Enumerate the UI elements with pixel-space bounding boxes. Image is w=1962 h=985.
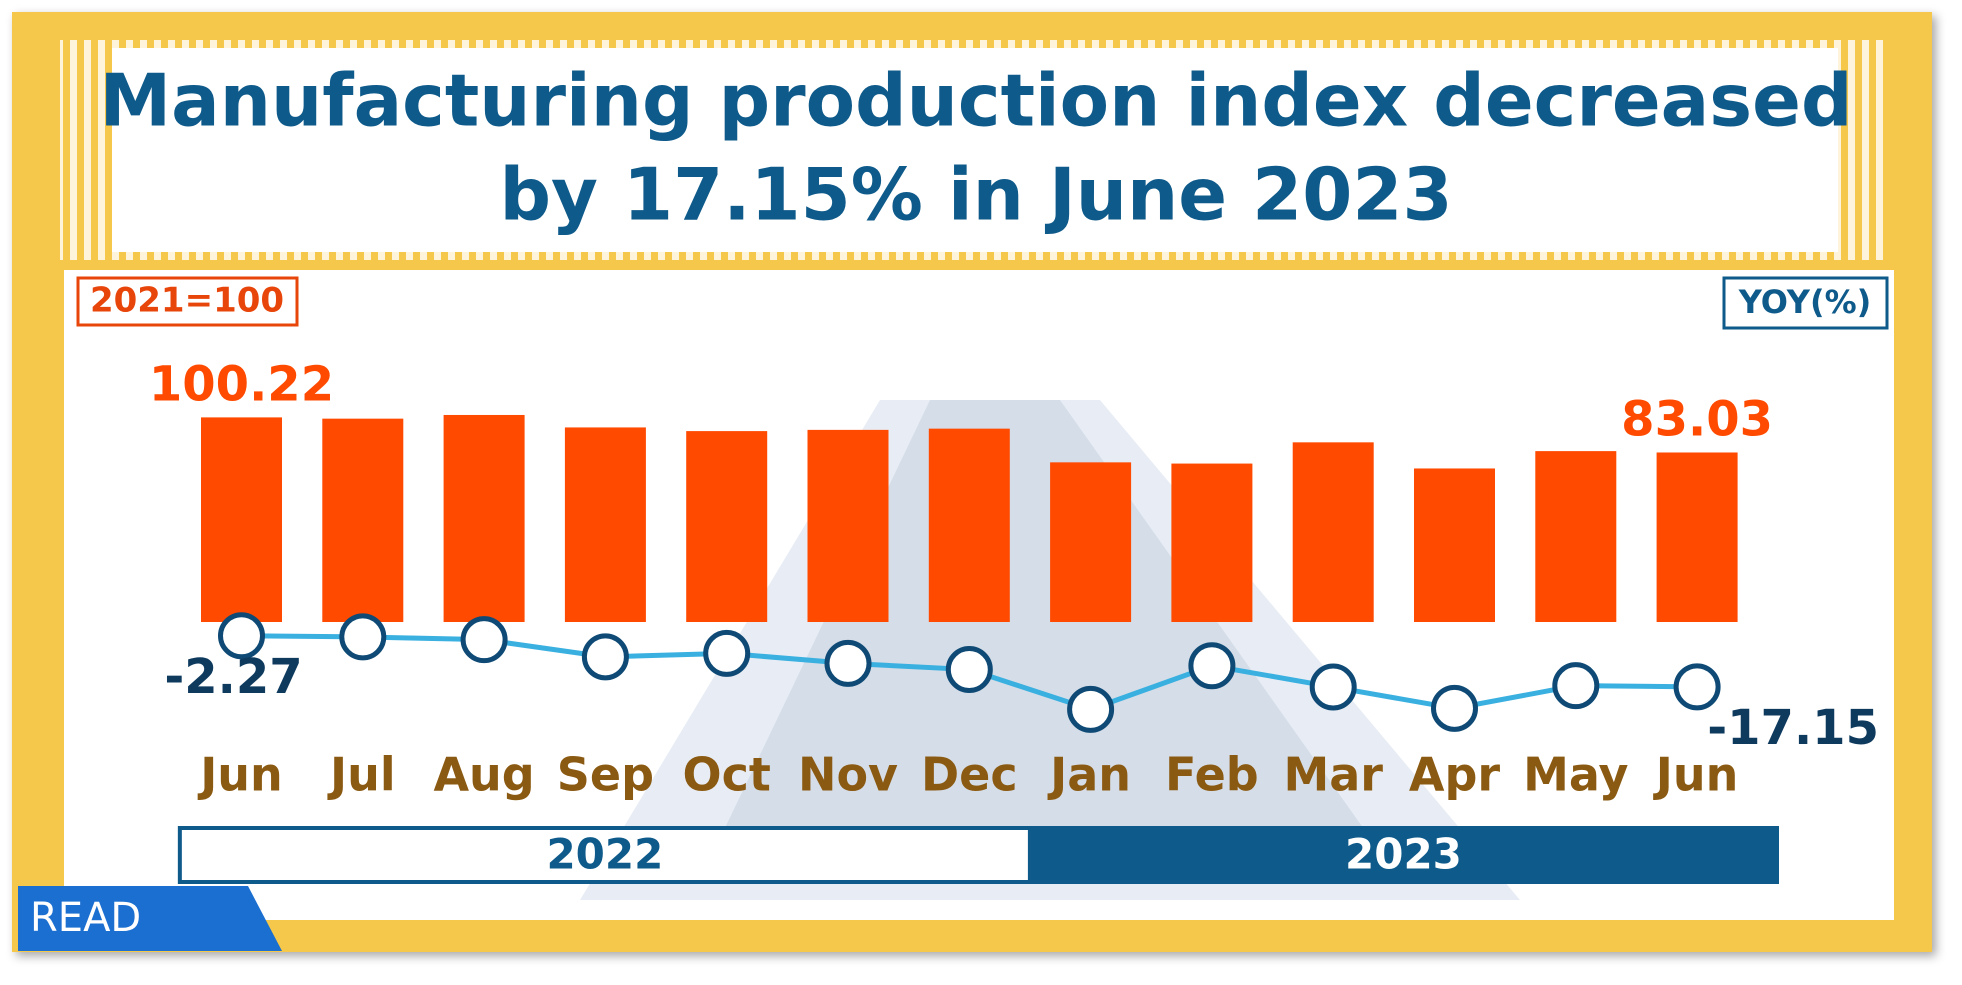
x-tick-label: Oct [683,748,771,802]
x-tick-label: Aug [433,748,534,802]
bar-value-label: 100.22 [149,356,334,412]
line-point [945,646,993,694]
line-value-label: -2.27 [164,649,302,705]
bar [201,417,282,622]
line-point [1309,663,1357,711]
line-series-label: YOY(%) [1738,283,1872,321]
x-tick-label: Dec [921,748,1018,802]
badge-tip [248,886,282,951]
line-point [339,613,387,661]
badge [18,886,248,951]
bar [1414,468,1495,622]
line-series-box [1722,276,1889,330]
x-tick-label: Mar [1283,748,1383,802]
year-band [1027,826,1779,884]
title: by 17.15% in June 2023 [499,153,1452,237]
bar [807,429,889,622]
x-tick-label: Feb [1165,748,1259,802]
bar-series-label: 2021=100 [90,281,284,321]
x-tick-label: May [1523,748,1628,802]
line-point [581,633,629,681]
line-point [1552,662,1600,710]
line-point [824,639,872,687]
line-point [1067,685,1115,733]
bar [443,414,525,622]
x-tick-label: Jun [1653,748,1739,802]
x-tick-label: Nov [798,748,898,802]
bar [322,418,404,622]
year-label: 2022 [546,830,663,879]
line-point [460,616,508,664]
year-label: 2023 [1345,830,1462,879]
x-tick-label: Jan [1047,748,1131,802]
title-box [112,48,1838,252]
x-tick-label: Jun [197,748,283,802]
line-point [1188,642,1236,690]
bar [686,431,768,622]
title: Manufacturing production index decreased [100,59,1853,143]
line-value-label: -17.15 [1707,700,1879,756]
line-point [703,629,751,677]
bar-value-label: 83.03 [1621,391,1773,447]
bar [1535,451,1617,622]
bar [1171,463,1253,622]
line-point [218,612,265,660]
x-tick-label: Sep [557,748,654,802]
bar [564,427,646,622]
line-point [1431,684,1478,732]
bar [1292,442,1374,622]
line-point [1673,663,1721,711]
badge-label: READ [30,895,141,941]
bar [1656,452,1738,622]
x-tick-label: Jul [327,748,396,802]
bar [928,428,1010,622]
bar-series-box [76,276,299,327]
x-tick-label: Apr [1409,748,1501,802]
bar [1050,462,1132,622]
